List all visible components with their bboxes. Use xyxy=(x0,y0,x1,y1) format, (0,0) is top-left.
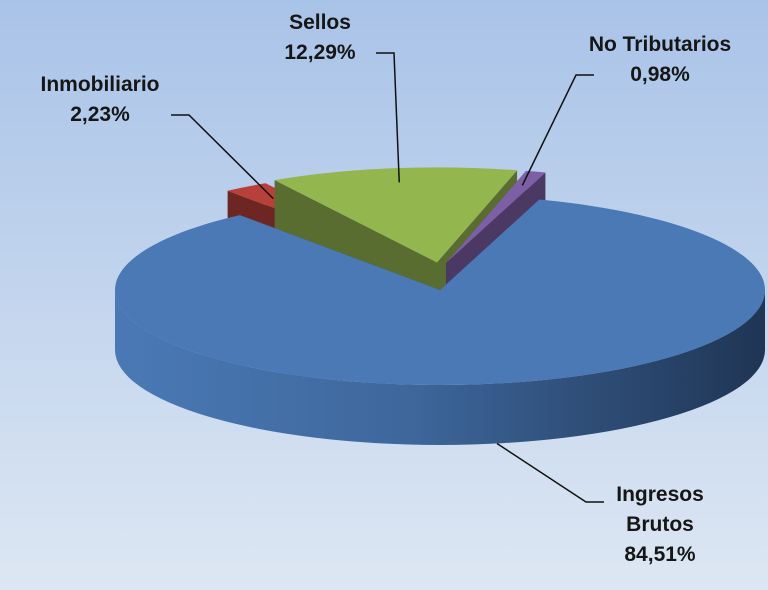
value-label: 84,51% xyxy=(624,543,696,566)
category-label: No Tributarios xyxy=(588,33,732,56)
slice xyxy=(274,167,518,263)
category-label: Sellos xyxy=(289,11,351,34)
category-label: Inmobiliario xyxy=(40,73,160,96)
slice xyxy=(115,199,766,385)
slice-side xyxy=(115,290,765,445)
leader-line xyxy=(521,74,594,186)
leader-line xyxy=(496,442,604,503)
slice xyxy=(446,170,546,263)
category-label: Ingresos Brutos xyxy=(616,483,704,536)
leader-line xyxy=(376,52,400,183)
value-label: 12,29% xyxy=(284,41,356,64)
data-label: No Tributarios 0,98% xyxy=(580,30,740,90)
value-label: 0,98% xyxy=(630,63,690,86)
data-label: Inmobiliario 2,23% xyxy=(15,70,185,130)
value-label: 2,23% xyxy=(70,103,130,126)
leader-line xyxy=(171,114,274,200)
data-label: Ingresos Brutos 84,51% xyxy=(590,480,730,570)
data-label: Sellos 12,29% xyxy=(250,8,390,68)
